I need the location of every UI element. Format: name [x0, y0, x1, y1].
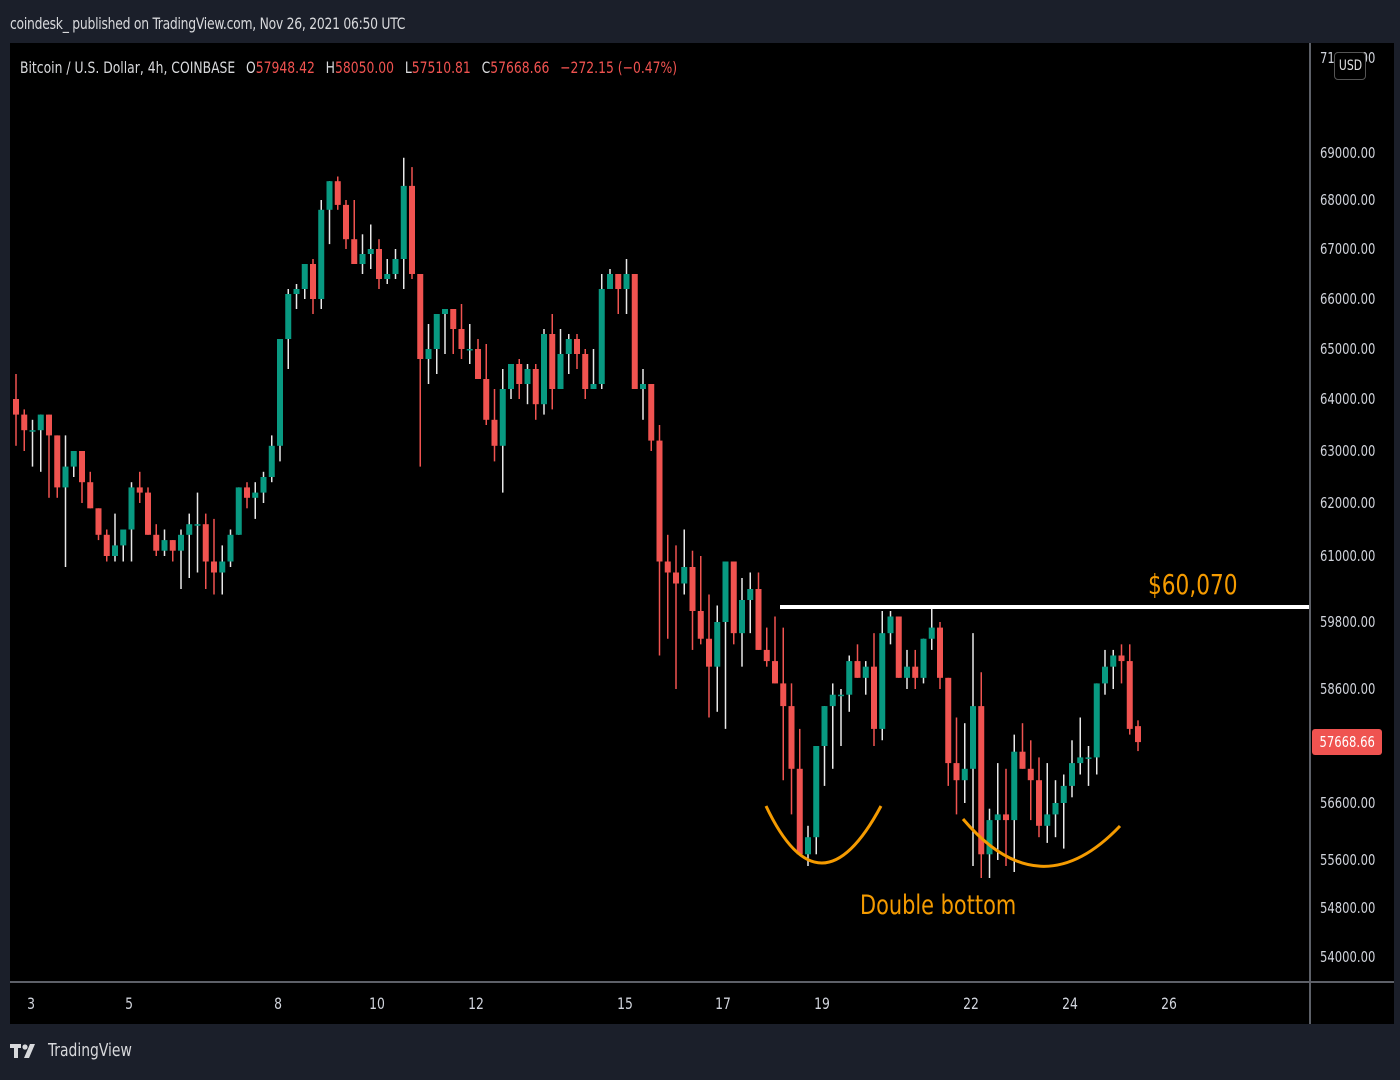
- price-tick: 61000.00: [1320, 547, 1376, 565]
- price-tick: 67000.00: [1320, 240, 1376, 258]
- price-tick: 54000.00: [1320, 948, 1376, 966]
- published-caption: coindesk_ published on TradingView.com, …: [10, 14, 406, 33]
- tradingview-wordmark: TradingView: [48, 1040, 132, 1061]
- price-tick: 69000.00: [1320, 144, 1376, 162]
- time-tick: 22: [963, 994, 979, 1013]
- price-tick: 54800.00: [1320, 899, 1376, 917]
- time-tick: 10: [369, 994, 385, 1013]
- price-tick: 63000.00: [1320, 442, 1376, 460]
- axis-divider-vertical: [1309, 43, 1311, 1024]
- last-price-tag: 57668.66: [1312, 729, 1382, 756]
- time-tick: 19: [814, 994, 830, 1013]
- price-tick: 59800.00: [1320, 613, 1376, 631]
- axis-divider-horizontal: [10, 981, 1394, 983]
- time-tick: 5: [125, 994, 133, 1013]
- close-label: C: [481, 58, 491, 77]
- tradingview-logo-icon: [10, 1043, 35, 1058]
- high-label: H: [325, 58, 335, 77]
- time-tick: 15: [617, 994, 633, 1013]
- low-label: L: [404, 58, 412, 77]
- time-axis[interactable]: [10, 982, 1394, 1024]
- price-tick: 65000.00: [1320, 340, 1376, 358]
- time-tick: 8: [274, 994, 282, 1013]
- currency-label: USD: [1338, 58, 1362, 74]
- time-tick: 26: [1161, 994, 1177, 1013]
- last-price-value: 57668.66: [1319, 733, 1375, 752]
- price-tick: 66000.00: [1320, 290, 1376, 308]
- price-tick: 56600.00: [1320, 794, 1376, 812]
- currency-badge[interactable]: USD: [1334, 52, 1366, 80]
- price-tick: 58600.00: [1320, 680, 1376, 698]
- price-tick: 68000.00: [1320, 191, 1376, 209]
- price-tick: 62000.00: [1320, 494, 1376, 512]
- symbol-name: Bitcoin / U.S. Dollar, 4h, COINBASE: [20, 58, 236, 77]
- pattern-label: Double bottom: [860, 890, 1017, 921]
- high-value: 58050.00: [334, 58, 395, 77]
- open-value: 57948.42: [255, 58, 315, 77]
- price-tick: 64000.00: [1320, 390, 1376, 408]
- tradingview-logo[interactable]: TradingView: [10, 1040, 146, 1061]
- low-value: 57510.81: [411, 58, 471, 77]
- time-tick: 17: [715, 994, 731, 1013]
- price-axis[interactable]: [1311, 43, 1394, 981]
- price-tick: 55600.00: [1320, 851, 1376, 869]
- open-label: O: [246, 58, 256, 77]
- close-value: 57668.66: [490, 58, 550, 77]
- time-tick: 24: [1062, 994, 1078, 1013]
- symbol-legend: Bitcoin / U.S. Dollar, 4h, COINBASE O579…: [20, 58, 677, 77]
- change-value: −272.15 (−0.47%): [560, 58, 678, 77]
- time-tick: 12: [468, 994, 484, 1013]
- time-tick: 3: [27, 994, 35, 1013]
- resistance-label: $60,070: [1148, 568, 1238, 601]
